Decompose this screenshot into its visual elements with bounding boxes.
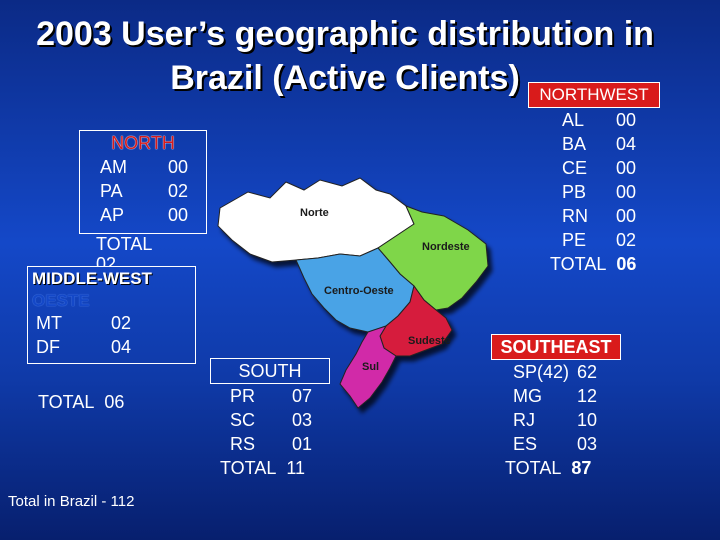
- table-row: DF 04: [36, 337, 131, 357]
- table-row: PR 07: [230, 386, 312, 406]
- table-row: BA 04: [562, 134, 636, 154]
- map-label-nordeste: Nordeste: [422, 241, 470, 253]
- north-total: TOTAL: [96, 234, 153, 254]
- table-row: RS 01: [230, 434, 312, 454]
- total-brazil: Total in Brazil - 112: [8, 493, 135, 510]
- table-row: MT 02: [36, 313, 131, 333]
- map-label-norte: Norte: [300, 207, 329, 219]
- table-row: MG 12: [513, 386, 597, 406]
- table-row: ES 03: [513, 434, 597, 454]
- northwest-total: TOTAL 06: [550, 254, 637, 274]
- middle-west-heading: MIDDLE-WEST: [32, 269, 152, 288]
- south-heading: SOUTH: [210, 358, 330, 384]
- table-row: AL 00: [562, 110, 636, 130]
- south-panel: SOUTH PR 07 SC 03 RS 01 TOTAL 11: [210, 358, 330, 480]
- middle-west-total: TOTAL 06: [38, 392, 125, 412]
- table-row: PA 02: [100, 181, 188, 201]
- table-row: SC 03: [230, 410, 312, 430]
- table-row: RN 00: [562, 206, 636, 226]
- north-heading: NORTH: [111, 133, 175, 153]
- middle-west-panel: MIDDLE-WEST OESTE MT 02 DF 04: [27, 266, 196, 364]
- northwest-heading: NORTHWEST: [528, 82, 660, 108]
- table-row: CE 00: [562, 158, 636, 178]
- southeast-panel: SOUTHEAST SP(42) 62 MG 12 RJ 10 ES 03 TOTAL …: [491, 334, 621, 480]
- table-row: PE 02: [562, 230, 636, 250]
- table-row: SP(42) 62: [513, 362, 597, 382]
- region-nordeste: [377, 205, 489, 311]
- slide-title-line2: Brazil (Active Clients): [170, 59, 520, 97]
- region-sudeste: [379, 284, 453, 357]
- south-total: TOTAL 11: [220, 458, 306, 478]
- table-row: AM 00: [100, 157, 188, 177]
- slide-title-line1: 2003 User’s geographic distribution in: [36, 15, 654, 53]
- north-total-value: 02: [96, 254, 117, 266]
- middle-west-heading-overflow: OESTE: [32, 291, 90, 310]
- map-label-sudeste: Sudeste: [408, 335, 451, 347]
- map-label-centro-oeste: Centro-Oeste: [324, 285, 394, 297]
- brazil-region-map: Norte Nordeste Centro-Oeste Sudeste Sul: [217, 177, 489, 409]
- region-sul: [339, 325, 397, 409]
- map-label-sul: Sul: [362, 361, 379, 373]
- southeast-heading: SOUTHEAST: [491, 334, 621, 360]
- southeast-total: TOTAL 87: [505, 458, 592, 478]
- north-panel: NORTH AM 00 PA 02 AP 00: [79, 130, 207, 234]
- table-row: RJ 10: [513, 410, 597, 430]
- northwest-panel: NORTHWEST AL 00 BA 04 CE 00 PB 00 RN 00 PE 02 …: [528, 82, 660, 276]
- table-row: AP 00: [100, 205, 188, 225]
- table-row: PB 00: [562, 182, 636, 202]
